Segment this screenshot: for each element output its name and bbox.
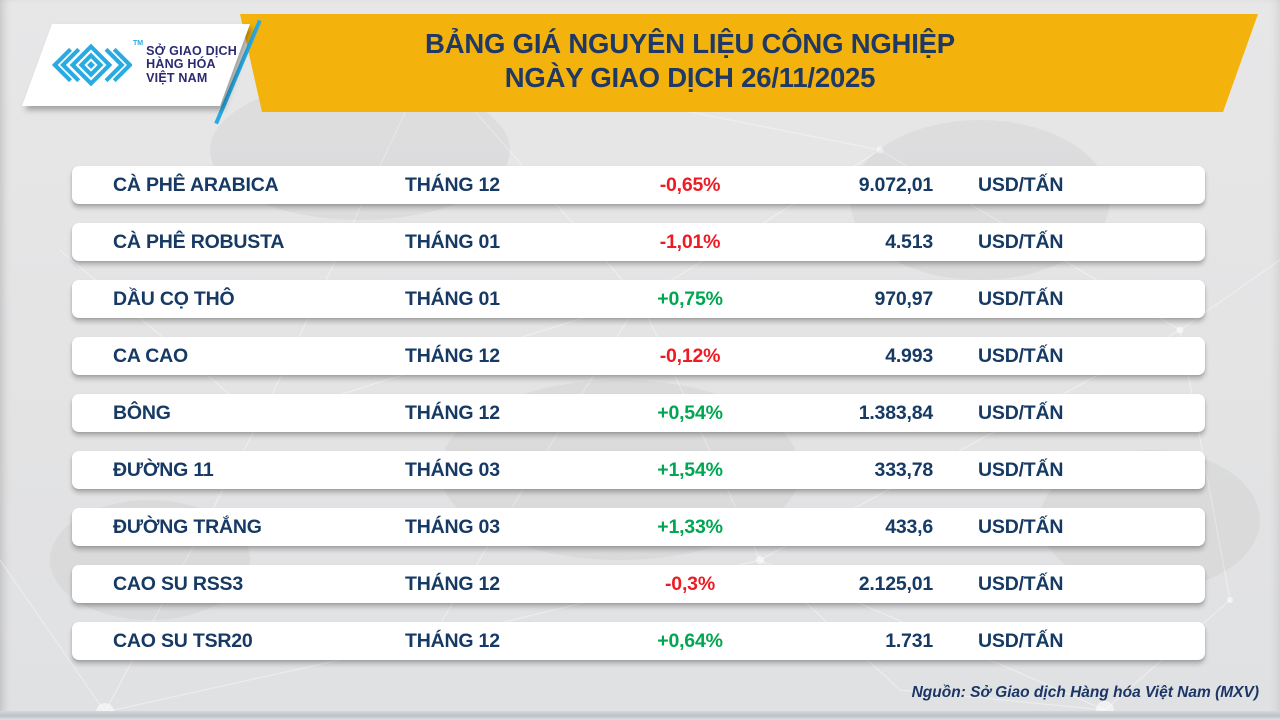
price-unit: USD/TẤN (978, 401, 1064, 424)
logo-card-shape (22, 24, 250, 106)
bottom-edge-bar (0, 711, 1280, 720)
price-row: CAO SU RSS3 THÁNG 12 -0,3% 2.125,01 USD/… (72, 565, 1205, 603)
trademark-label: TM (133, 40, 144, 47)
percent-change: -0,3% (665, 572, 715, 595)
price-value: 4.993 (885, 344, 933, 367)
contract-month: THÁNG 03 (405, 515, 500, 538)
mxv-logo-card: TM SỞ GIAO DỊCH HÀNG HÓA VIỆT NAM (22, 24, 250, 106)
contract-month: THÁNG 03 (405, 458, 500, 481)
commodity-name: DẦU CỌ THÔ (113, 287, 235, 310)
price-unit: USD/TẤN (978, 230, 1064, 253)
price-unit: USD/TẤN (978, 287, 1064, 310)
price-unit: USD/TẤN (978, 173, 1064, 196)
price-row: CA CAO THÁNG 12 -0,12% 4.993 USD/TẤN (72, 337, 1205, 375)
percent-change: -1,01% (659, 230, 721, 253)
price-row: ĐƯỜNG TRẮNG THÁNG 03 +1,33% 433,6 USD/TẤ… (72, 508, 1205, 546)
percent-change: +0,54% (657, 401, 723, 424)
price-unit: USD/TẤN (978, 515, 1064, 538)
price-value: 1.731 (885, 629, 933, 652)
page-title-line1: BẢNG GIÁ NGUYÊN LIỆU CÔNG NGHIỆP (425, 28, 955, 59)
contract-month: THÁNG 12 (405, 344, 500, 367)
price-row: CÀ PHÊ ARABICA THÁNG 12 -0,65% 9.072,01 … (72, 166, 1205, 204)
page-title-line2: NGÀY GIAO DỊCH 26/11/2025 (504, 62, 876, 93)
price-row: CÀ PHÊ ROBUSTA THÁNG 01 -1,01% 4.513 USD… (72, 223, 1205, 261)
source-credit: Nguồn: Sở Giao dịch Hàng hóa Việt Nam (M… (911, 684, 1259, 701)
contract-month: THÁNG 12 (405, 173, 500, 196)
price-unit: USD/TẤN (978, 572, 1064, 595)
percent-change: +0,64% (657, 629, 723, 652)
commodity-name: ĐƯỜNG 11 (113, 458, 214, 481)
contract-month: THÁNG 12 (405, 401, 500, 424)
page-title: BẢNG GIÁ NGUYÊN LIỆU CÔNG NGHIỆP NGÀY GI… (310, 27, 1070, 95)
price-row: DẦU CỌ THÔ THÁNG 01 +0,75% 970,97 USD/TẤ… (72, 280, 1205, 318)
exchange-name-line3: VIỆT NAM (146, 70, 208, 85)
percent-change: -0,12% (659, 344, 721, 367)
price-table: CÀ PHÊ ARABICA THÁNG 12 -0,65% 9.072,01 … (72, 166, 1205, 679)
contract-month: THÁNG 12 (405, 572, 500, 595)
commodity-name: CÀ PHÊ ROBUSTA (113, 230, 285, 253)
price-value: 4.513 (885, 230, 933, 253)
price-row: ĐƯỜNG 11 THÁNG 03 +1,54% 333,78 USD/TẤN (72, 451, 1205, 489)
price-value: 333,78 (874, 458, 934, 481)
price-value: 1.383,84 (858, 401, 934, 424)
percent-change: -0,65% (659, 173, 721, 196)
exchange-name: SỞ GIAO DỊCH HÀNG HÓA VIỆT NAM (146, 43, 237, 86)
price-unit: USD/TẤN (978, 458, 1064, 481)
title-banner (240, 14, 1258, 112)
contract-month: THÁNG 01 (405, 287, 500, 310)
price-row: BÔNG THÁNG 12 +0,54% 1.383,84 USD/TẤN (72, 394, 1205, 432)
contract-month: THÁNG 01 (405, 230, 500, 253)
percent-change: +0,75% (657, 287, 723, 310)
price-value: 433,6 (885, 515, 933, 538)
exchange-name-line2: HÀNG HÓA (146, 57, 216, 72)
exchange-name-line1: SỞ GIAO DỊCH (146, 43, 237, 58)
price-value: 2.125,01 (858, 572, 934, 595)
percent-change: +1,54% (657, 458, 723, 481)
commodity-name: CÀ PHÊ ARABICA (113, 173, 279, 196)
contract-month: THÁNG 12 (405, 629, 500, 652)
commodity-name: CAO SU RSS3 (113, 572, 243, 595)
price-unit: USD/TẤN (978, 629, 1064, 652)
price-unit: USD/TẤN (978, 344, 1064, 367)
percent-change: +1,33% (657, 515, 723, 538)
commodity-name: CA CAO (113, 344, 188, 367)
price-value: 9.072,01 (858, 173, 934, 196)
mxv-logo-icon (51, 43, 132, 87)
commodity-name: CAO SU TSR20 (113, 629, 253, 652)
price-row: CAO SU TSR20 THÁNG 12 +0,64% 1.731 USD/T… (72, 622, 1205, 660)
commodity-name: ĐƯỜNG TRẮNG (113, 515, 262, 538)
price-value: 970,97 (874, 287, 934, 310)
commodity-name: BÔNG (113, 401, 171, 424)
